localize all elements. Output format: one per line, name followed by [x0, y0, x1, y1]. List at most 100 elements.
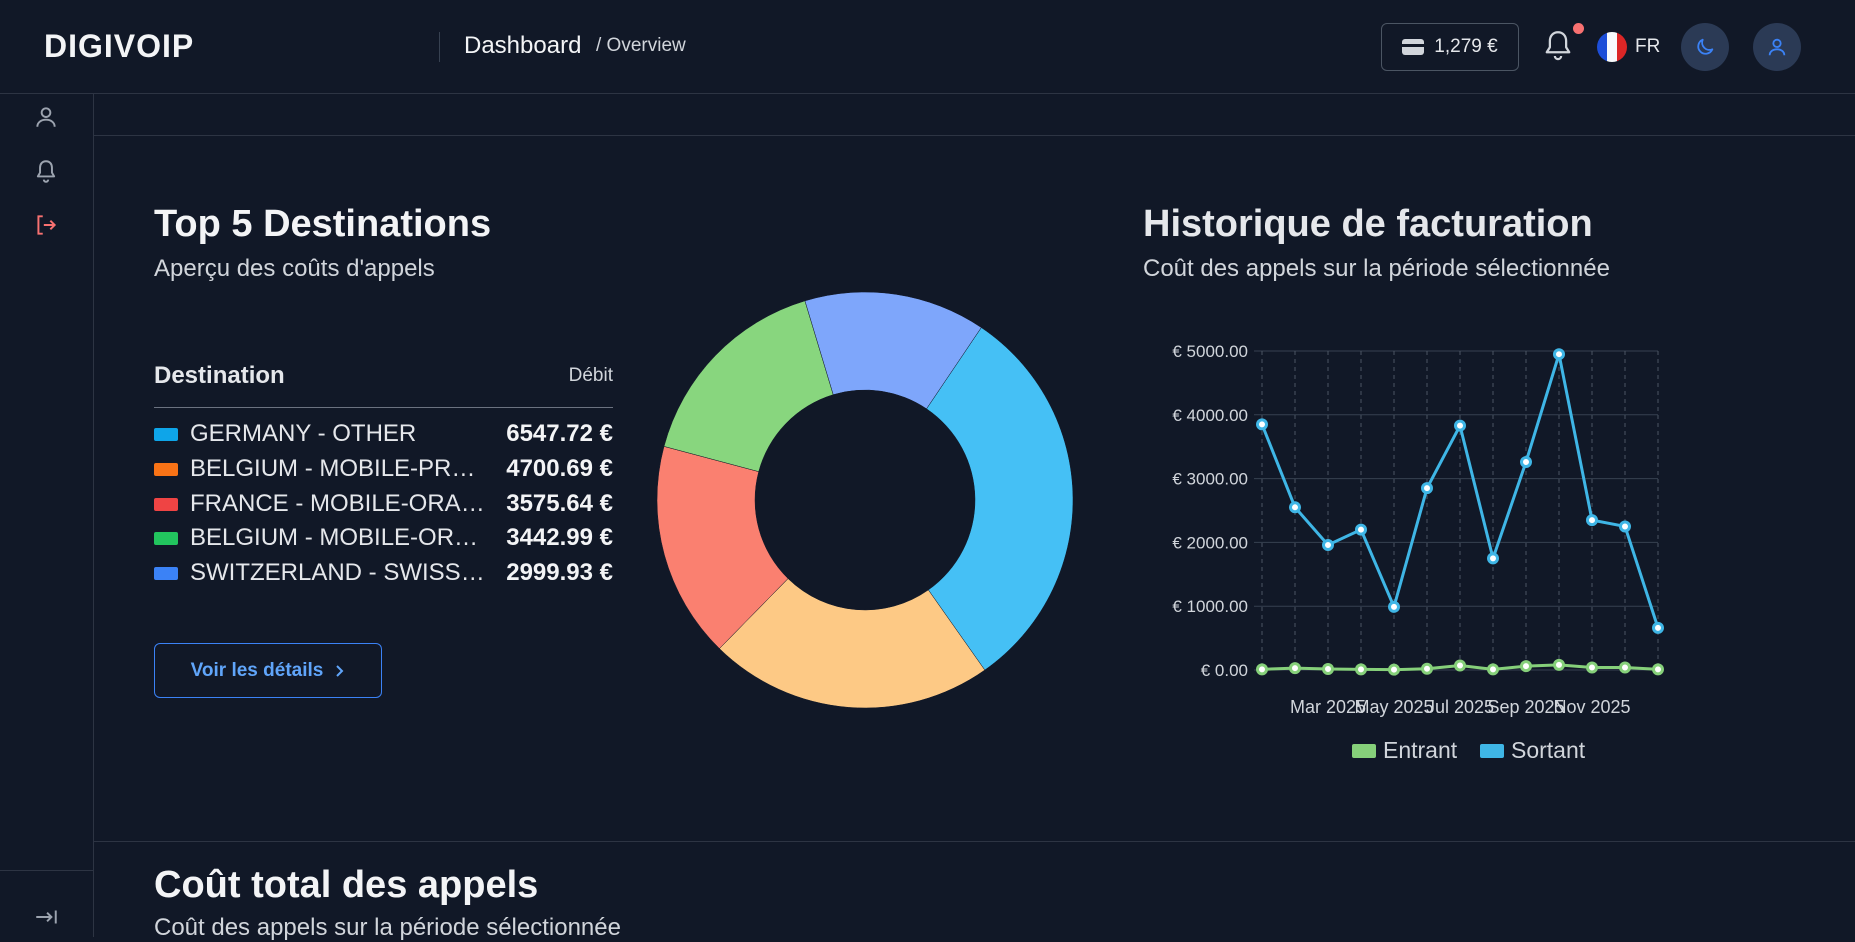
total-cost-subtitle: Coût des appels sur la période sélection…: [154, 914, 621, 941]
data-point: [1256, 418, 1268, 431]
data-point: [1421, 662, 1433, 675]
user-menu-button[interactable]: [1753, 23, 1801, 71]
destination-row: SWITZERLAND - SWISSCOM 2999.93 €: [154, 556, 613, 590]
y-tick-label: € 4000.00: [1172, 406, 1248, 425]
sidebar-divider: [0, 870, 94, 871]
billing-history-title: Historique de facturation: [1143, 203, 1593, 245]
data-point: [1619, 520, 1631, 533]
data-point: [1355, 663, 1367, 676]
breadcrumb: / Overview: [596, 35, 686, 56]
data-point: [1388, 600, 1400, 613]
legend-label: Sortant: [1511, 737, 1586, 763]
destination-debit: 3575.64 €: [506, 490, 613, 517]
data-point: [1454, 659, 1466, 672]
legend-swatch: [1480, 744, 1504, 758]
chevron-right-icon: [336, 664, 344, 677]
credit-card-icon: [1402, 39, 1425, 55]
data-point: [1586, 514, 1598, 527]
profile-icon[interactable]: [33, 104, 59, 130]
total-cost-title: Coût total des appels: [154, 864, 539, 906]
y-tick-label: € 1000.00: [1172, 597, 1248, 616]
top-strip: [94, 94, 1855, 136]
destination-row: FRANCE - MOBILE-ORANGE 3575.64 €: [154, 487, 613, 521]
x-tick-label: Sep 2025: [1487, 697, 1564, 717]
view-details-label: Voir les détails: [190, 659, 324, 681]
page-title: Dashboard: [464, 32, 582, 59]
data-point: [1619, 661, 1631, 674]
top-destinations-subtitle: Aperçu des coûts d'appels: [154, 255, 435, 282]
top-destinations-title: Top 5 Destinations: [154, 203, 492, 245]
notification-dot: [1573, 23, 1584, 34]
moon-icon: [1697, 38, 1714, 55]
column-header-debit: Débit: [568, 365, 613, 386]
destination-name: GERMANY - OTHER: [190, 420, 417, 447]
destination-debit: 6547.72 €: [506, 420, 613, 447]
y-tick-label: € 2000.00: [1172, 533, 1248, 552]
user-icon: [1768, 38, 1786, 56]
donut-slice: [663, 300, 834, 472]
logout-icon[interactable]: [33, 212, 59, 238]
data-point: [1421, 482, 1433, 495]
destination-row: BELGIUM - MOBILE-PROXIMUS 4700.69 €: [154, 452, 613, 486]
x-tick-label: May 2025: [1354, 697, 1433, 717]
notifications-icon[interactable]: [33, 158, 59, 184]
france-flag-icon: [1597, 32, 1627, 62]
data-point: [1289, 662, 1301, 675]
donut-slice: [719, 578, 986, 709]
data-point: [1388, 663, 1400, 676]
language-selector[interactable]: FR: [1597, 30, 1660, 64]
billing-history-subtitle: Coût des appels sur la période sélection…: [1143, 255, 1610, 282]
y-tick-label: € 0.00: [1201, 661, 1248, 680]
data-point: [1256, 663, 1268, 676]
data-point: [1454, 419, 1466, 432]
destination-name: FRANCE - MOBILE-ORANGE: [190, 490, 490, 517]
header-divider: [439, 32, 440, 62]
data-point: [1487, 663, 1499, 676]
destination-name: SWITZERLAND - SWISSCOM: [190, 559, 490, 586]
legend-label: Entrant: [1383, 737, 1458, 763]
donut-slice: [804, 291, 982, 410]
destination-debit: 4700.69 €: [506, 455, 613, 482]
legend-swatch: [154, 497, 178, 511]
destination-debit: 3442.99 €: [506, 524, 613, 551]
expand-sidebar-icon[interactable]: [33, 904, 59, 930]
balance-amount: 1,279 €: [1434, 36, 1498, 57]
top-header: DIGIVOIP Dashboard / Overview 1,279 € FR: [0, 0, 1855, 94]
data-point: [1553, 658, 1565, 671]
balance-button[interactable]: 1,279 €: [1381, 23, 1519, 71]
column-header-destination: Destination: [154, 362, 285, 389]
data-point: [1652, 663, 1664, 676]
donut-slice: [656, 446, 789, 649]
data-point: [1652, 621, 1664, 634]
y-tick-label: € 3000.00: [1172, 470, 1248, 489]
language-label: FR: [1635, 36, 1661, 57]
theme-toggle-button[interactable]: [1681, 23, 1729, 71]
data-point: [1322, 538, 1334, 551]
logo[interactable]: DIGIVOIP: [44, 28, 195, 64]
destination-name: BELGIUM - MOBILE-PROXIMUS: [190, 455, 490, 482]
data-point: [1520, 660, 1532, 673]
data-point: [1355, 523, 1367, 536]
data-point: [1289, 501, 1301, 514]
legend-swatch: [1352, 744, 1376, 758]
y-tick-label: € 5000.00: [1172, 342, 1248, 361]
data-point: [1586, 661, 1598, 674]
data-point: [1520, 456, 1532, 469]
data-point: [1322, 663, 1334, 676]
x-tick-label: Jul 2025: [1426, 697, 1494, 717]
view-details-button[interactable]: Voir les détails: [154, 643, 382, 698]
legend-swatch: [154, 427, 178, 441]
x-tick-label: Mar 2025: [1290, 697, 1366, 717]
destination-debit: 2999.93 €: [506, 559, 613, 586]
destinations-table-header: Destination Débit: [154, 360, 613, 408]
data-point: [1553, 348, 1565, 361]
destination-name: BELGIUM - MOBILE-ORANGE: [190, 524, 490, 551]
donut-slice: [926, 327, 1074, 671]
destinations-donut-chart: [656, 291, 1074, 709]
legend-swatch: [154, 462, 178, 476]
data-point: [1487, 552, 1499, 565]
section-divider: [94, 841, 1855, 842]
x-tick-label: Nov 2025: [1553, 697, 1630, 717]
bell-icon[interactable]: [1543, 28, 1573, 64]
legend-swatch: [154, 531, 178, 545]
